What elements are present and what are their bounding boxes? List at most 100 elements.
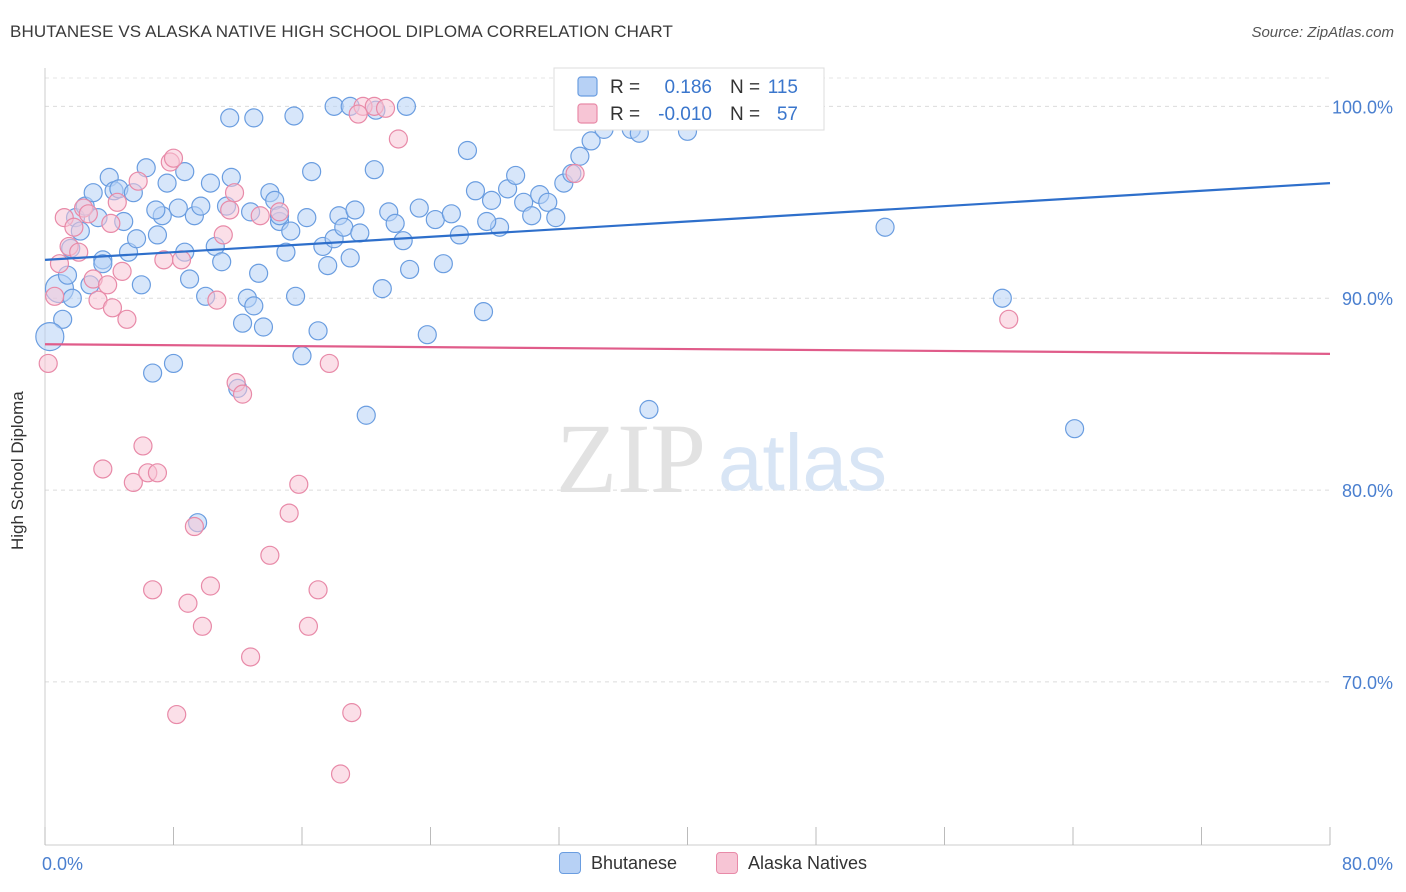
point-bhutanese <box>417 325 437 345</box>
tick-labels: 100.0% 90.0% 80.0% 70.0% 0.0% 80.0% <box>42 97 1393 874</box>
legend-bottom: Bhutanese Alaska Natives <box>0 852 1406 878</box>
point-alaska-natives <box>565 163 585 184</box>
legend-top: R = 0.186 N = 115 R = -0.010 N = 57 <box>553 67 825 131</box>
point-bhutanese <box>522 206 542 226</box>
point-bhutanese <box>481 190 502 210</box>
point-bhutanese <box>53 309 73 329</box>
point-alaska-natives <box>178 593 198 613</box>
legend-swatch-alaska-natives <box>716 852 738 874</box>
point-bhutanese <box>356 405 376 425</box>
point-alaska-natives <box>388 129 408 149</box>
legend-label-bhutanese: Bhutanese <box>591 852 678 873</box>
point-bhutanese <box>372 279 392 299</box>
point-alaska-natives <box>224 183 245 203</box>
legend-item-bhutanese[interactable]: Bhutanese <box>559 852 677 874</box>
point-bhutanese <box>175 162 195 182</box>
point-alaska-natives <box>999 309 1019 329</box>
point-alaska-natives <box>241 647 261 667</box>
point-alaska-natives <box>375 98 396 118</box>
point-alaska-natives <box>45 286 65 306</box>
point-alaska-natives <box>298 616 319 636</box>
point-alaska-natives <box>192 616 213 636</box>
point-bhutanese <box>334 217 354 237</box>
point-alaska-natives <box>107 192 127 212</box>
point-bhutanese <box>441 204 461 224</box>
point-bhutanese <box>570 146 590 166</box>
point-bhutanese <box>62 288 82 308</box>
legend-label-alaska-natives: Alaska Natives <box>748 852 868 873</box>
point-bhutanese <box>232 313 253 333</box>
point-alaska-natives <box>330 764 351 784</box>
point-bhutanese <box>409 198 429 218</box>
point-bhutanese <box>364 160 384 180</box>
point-bhutanese <box>281 221 301 241</box>
legend-item-alaska-natives[interactable]: Alaska Natives <box>716 852 867 874</box>
point-alaska-natives <box>167 704 187 725</box>
point-alaska-natives <box>101 213 121 233</box>
point-bhutanese <box>875 217 895 237</box>
point-alaska-natives <box>128 171 148 191</box>
point-bhutanese <box>126 229 147 249</box>
legend-swatch <box>577 103 598 124</box>
point-bhutanese <box>244 296 264 316</box>
point-bhutanese <box>1065 419 1085 439</box>
point-bhutanese <box>191 196 211 216</box>
point-bhutanese <box>146 200 166 220</box>
x-tick-label-max: 80.0% <box>1342 854 1393 874</box>
y-tick-label: 70.0% <box>1342 673 1393 693</box>
point-bhutanese <box>477 211 497 232</box>
point-bhutanese <box>506 165 526 186</box>
x-tick-label-min: 0.0% <box>42 854 83 874</box>
point-bhutanese <box>318 256 338 276</box>
point-alaska-natives <box>93 459 113 479</box>
point-bhutanese <box>385 213 405 233</box>
point-bhutanese <box>285 286 306 306</box>
point-bhutanese <box>425 209 445 230</box>
point-bhutanese <box>302 162 322 182</box>
point-bhutanese <box>168 198 188 218</box>
point-alaska-natives <box>279 503 299 523</box>
point-alaska-natives <box>117 309 137 329</box>
point-bhutanese <box>200 173 221 193</box>
point-bhutanese <box>350 223 370 243</box>
point-bhutanese <box>220 108 240 128</box>
watermark: ZIP atlas <box>556 403 887 514</box>
point-alaska-natives <box>184 516 204 537</box>
point-bhutanese <box>35 321 65 352</box>
point-alaska-natives <box>207 290 227 310</box>
point-bhutanese <box>157 173 177 193</box>
legend-r-label: R = <box>610 104 640 125</box>
point-alaska-natives <box>147 463 168 483</box>
point-alaska-natives <box>64 217 84 237</box>
point-alaska-natives <box>133 436 153 456</box>
point-bhutanese <box>345 200 365 220</box>
point-alaska-natives <box>38 353 58 374</box>
point-bhutanese <box>179 269 200 289</box>
point-bhutanese <box>457 140 478 161</box>
point-bhutanese <box>284 106 304 126</box>
legend-r-label: R = <box>610 77 640 98</box>
point-bhutanese <box>83 183 103 203</box>
point-alaska-natives <box>112 261 132 281</box>
point-bhutanese <box>581 131 601 151</box>
point-bhutanese <box>143 363 163 383</box>
point-alaska-natives <box>123 472 143 492</box>
trend-line-alaska-natives <box>44 343 1331 355</box>
point-bhutanese <box>212 252 232 272</box>
point-alaska-natives <box>220 200 240 220</box>
point-bhutanese <box>393 231 413 251</box>
point-bhutanese <box>340 248 360 268</box>
legend-n-value: 115 <box>768 77 798 98</box>
point-alaska-natives <box>232 384 253 404</box>
point-alaska-natives <box>171 250 192 270</box>
point-alaska-natives <box>49 254 70 274</box>
y-tick-label: 90.0% <box>1342 289 1393 309</box>
point-alaska-natives <box>319 353 339 374</box>
point-bhutanese <box>93 254 113 274</box>
legend-n-label: N = <box>730 77 760 98</box>
legend-r-value: 0.186 <box>664 77 712 98</box>
point-bhutanese <box>473 302 494 322</box>
point-bhutanese <box>244 108 264 128</box>
point-bhutanese <box>253 317 274 337</box>
